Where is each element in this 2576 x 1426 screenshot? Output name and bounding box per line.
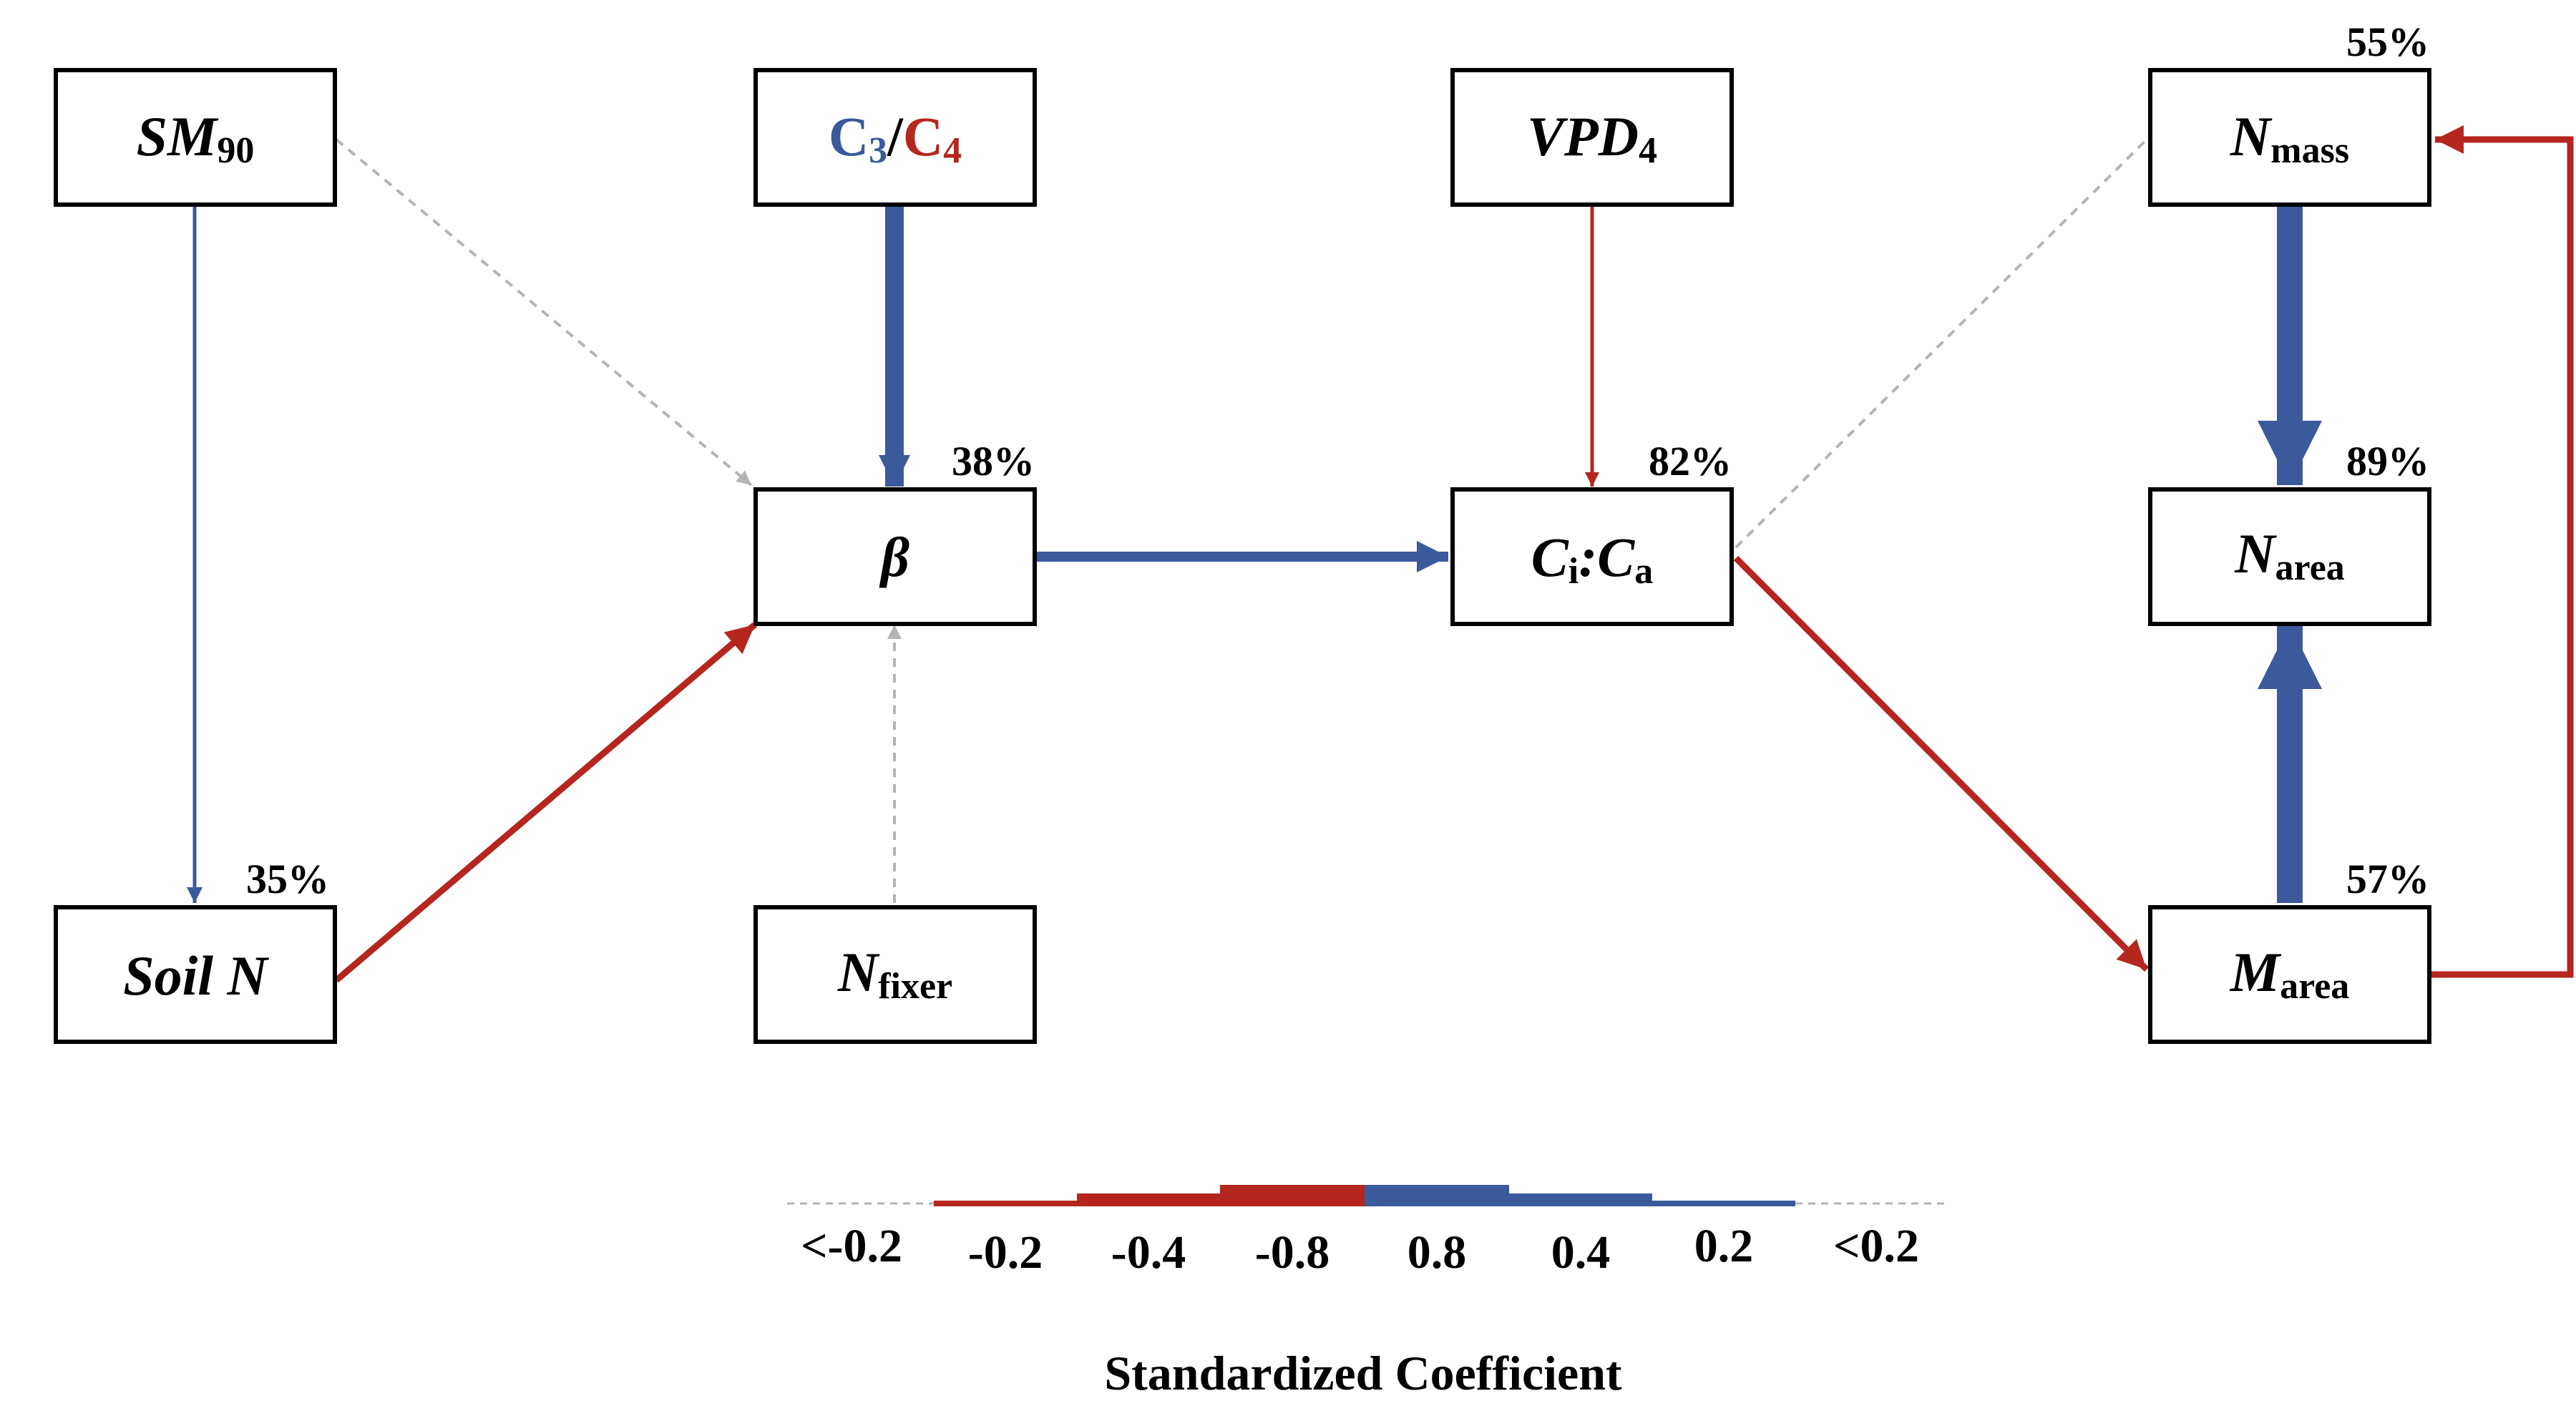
node-c3c4-c4: C <box>903 105 943 167</box>
node-soiln: Soil N 35% <box>54 856 337 1044</box>
svg-text:Marea: Marea <box>2229 941 2350 1007</box>
legend-bar-neg-04 <box>1077 1193 1220 1206</box>
node-cica-colon: : <box>1579 526 1597 588</box>
node-c3c4-sub3: 3 <box>869 130 887 171</box>
node-c3c4-sub4: 4 <box>943 130 962 171</box>
edge-marea-to-nmass <box>2430 125 2574 978</box>
edge-sm90-to-beta <box>335 138 753 487</box>
legend-label-neg04: -0.4 <box>1111 1226 1186 1279</box>
edge-cica-to-marea <box>1733 555 2150 972</box>
node-nmass-label: N <box>2230 105 2273 167</box>
node-c3c4-c3: C <box>829 105 869 167</box>
legend-label-pos08: 0.8 <box>1407 1226 1467 1279</box>
node-cica: Ci:Ca 82% <box>1450 438 1734 626</box>
node-sm90-sub: 90 <box>217 130 254 171</box>
node-cica-sub-i: i <box>1568 551 1579 592</box>
svg-text:Narea: Narea <box>2234 522 2345 588</box>
legend-bar-neg-08 <box>1220 1185 1365 1206</box>
node-nmass-sub: mass <box>2270 130 2349 171</box>
node-nmass-r2: 55% <box>2346 19 2429 65</box>
legend: <-0.2 -0.2 -0.4 -0.8 0.8 0.4 0.2 <0.2 St… <box>787 1185 1946 1400</box>
legend-bar-neg-02 <box>934 1201 1077 1206</box>
node-nfixer: Nfixer <box>753 905 1037 1044</box>
node-soiln-r2: 35% <box>246 856 329 902</box>
legend-bar-pos-04 <box>1509 1193 1652 1206</box>
edge-cica-to-nmass <box>1735 138 2148 549</box>
legend-label-neg02: -0.2 <box>968 1226 1043 1279</box>
legend-label-pos04: 0.4 <box>1551 1226 1611 1279</box>
node-cica-sub-a: a <box>1634 551 1653 592</box>
node-narea-sub: area <box>2275 547 2345 588</box>
node-c3c4-slash: / <box>887 105 904 167</box>
legend-label-lt-pos02: <0.2 <box>1833 1220 1919 1272</box>
legend-label-neg08: -0.8 <box>1255 1226 1330 1279</box>
legend-bar-pos-02 <box>1652 1201 1795 1206</box>
svg-text:VPD4: VPD4 <box>1527 105 1657 171</box>
svg-text:SM90: SM90 <box>137 105 255 171</box>
node-marea-r2: 57% <box>2346 856 2429 902</box>
node-beta-r2: 38% <box>952 438 1035 484</box>
svg-text:C3/C4: C3/C4 <box>829 105 962 171</box>
svg-text:Ci:Ca: Ci:Ca <box>1531 526 1654 592</box>
node-cica-r2: 82% <box>1649 438 1732 484</box>
svg-text:Nfixer: Nfixer <box>837 941 952 1007</box>
node-vpd4: VPD4 <box>1450 68 1734 207</box>
node-nmass: Nmass 55% <box>2148 19 2431 207</box>
edge-soiln-to-beta <box>334 622 757 983</box>
legend-label-pos02: 0.2 <box>1694 1220 1754 1272</box>
node-beta: β 38% <box>753 438 1037 626</box>
node-narea-r2: 89% <box>2346 438 2429 484</box>
node-cica-c2: C <box>1597 526 1635 588</box>
node-narea: Narea 89% <box>2148 438 2431 626</box>
node-vpd4-label: VPD <box>1527 105 1639 167</box>
node-c3c4: C3/C4 <box>753 68 1037 207</box>
legend-bar-pos-08 <box>1365 1185 1509 1206</box>
legend-label-lt-neg02: <-0.2 <box>801 1220 902 1272</box>
node-marea: Marea 57% <box>2148 856 2431 1044</box>
node-sm90-label: SM <box>137 105 219 167</box>
node-nfixer-sub: fixer <box>878 966 952 1007</box>
node-cica-c1: C <box>1531 526 1569 588</box>
node-sm90: SM90 <box>54 68 337 207</box>
node-vpd4-sub: 4 <box>1639 130 1657 171</box>
node-soiln-label: Soil N <box>123 944 269 1007</box>
node-marea-sub: area <box>2280 966 2349 1007</box>
legend-title: Standardized Coefficient <box>1104 1346 1622 1400</box>
node-beta-label: β <box>879 526 909 588</box>
node-nfixer-label: N <box>837 941 880 1003</box>
node-narea-label: N <box>2234 522 2277 585</box>
node-marea-label: M <box>2229 941 2282 1003</box>
svg-text:Nmass: Nmass <box>2230 105 2349 171</box>
